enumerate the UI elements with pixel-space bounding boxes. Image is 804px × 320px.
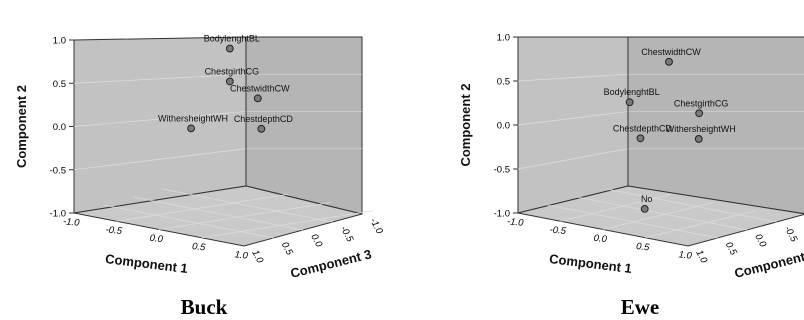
data-point (694, 135, 703, 143)
point-label: ChestwidthCW (641, 47, 701, 57)
data-point (257, 124, 266, 133)
z-axis-title: Component 3 (733, 246, 804, 281)
z-tick-label: 0.0 (308, 232, 324, 249)
z-tick-label: 0.5 (723, 240, 739, 257)
gridline (116, 193, 289, 222)
z-tick-label: 1.0 (693, 248, 709, 265)
y-axis-title: Component 2 (458, 83, 473, 166)
x-tick-label: -1.0 (63, 216, 81, 229)
x-tick-label: 0.5 (636, 241, 651, 253)
data-point (625, 98, 634, 107)
data-point (187, 124, 195, 133)
y-tick-label: -0.5 (50, 165, 66, 176)
point-label: BodylenghtBL (204, 34, 260, 44)
x-axis-title: Component 1 (104, 251, 188, 276)
y-tick-label: 0.0 (53, 122, 66, 133)
point-label: ChestdepthCD (613, 123, 673, 133)
y-tick-label: 1.0 (497, 33, 510, 44)
gridline (560, 193, 671, 222)
gridline (73, 148, 247, 171)
z-tick-label: -1.0 (367, 216, 385, 236)
y-tick-label: 0.5 (497, 77, 510, 88)
x-axis-title: Component 1 (548, 251, 632, 276)
y-axis-title: Component 2 (14, 85, 29, 168)
left-wall (517, 36, 629, 214)
z-tick-label: 0.5 (279, 240, 295, 257)
point-label: No (641, 194, 653, 204)
back-wall (245, 36, 363, 215)
x-tick-label: -0.5 (105, 224, 123, 237)
x-tick-label: 0.0 (149, 233, 164, 245)
floor (517, 185, 804, 247)
z-tick-label: 0.0 (752, 232, 768, 249)
gridline (201, 210, 374, 239)
x-tick-label: 0.0 (593, 233, 608, 245)
x-tick-label: -0.5 (549, 224, 567, 237)
gridline (602, 202, 714, 230)
data-point (695, 109, 704, 118)
gridline (645, 210, 756, 239)
data-point (225, 44, 234, 53)
gridline (103, 204, 274, 239)
y-tick-label: -1.0 (494, 209, 510, 220)
ewe-panel: 1.00.50.0-0.5-1.0-1.0-0.50.00.51.0 1.0 0.5… (458, 33, 804, 319)
gridline (517, 148, 629, 170)
y-tick-label: 0.0 (497, 121, 510, 132)
gridline (73, 111, 247, 127)
point-label: BodylenghtBL (604, 87, 660, 97)
gridline (547, 204, 718, 239)
z-tick-label: -0.5 (782, 224, 800, 244)
z-tick-label: -0.5 (338, 224, 356, 244)
gridline (162, 188, 333, 223)
gridline (158, 202, 332, 230)
data-point (640, 204, 649, 213)
data-point (636, 134, 645, 143)
data-point (225, 77, 234, 86)
x-tick-label: 0.5 (192, 241, 207, 253)
z-axis-title: Component 3 (289, 246, 373, 281)
buck-panel: 1.00.50.0-0.5-1.0-1.0-0.50.00.51.0 1.0 0.5… (14, 34, 385, 319)
y-tick-label: 0.5 (53, 79, 66, 90)
gridline (606, 188, 777, 223)
point-label: ChestwidthCW (230, 83, 290, 93)
y-tick-label: 1.0 (53, 36, 66, 47)
gridline (576, 196, 748, 231)
gridline (73, 73, 247, 84)
point-label: ChestdepthCD (234, 114, 294, 124)
data-point (253, 94, 262, 103)
point-label: ChestgirthCG (674, 98, 729, 108)
x-tick-label: -1.0 (507, 216, 525, 229)
point-label: ChestgirthCG (205, 66, 260, 76)
gridline (517, 111, 629, 126)
point-label: WithersheightWH (666, 124, 736, 134)
floor (73, 185, 363, 247)
z-tick-label: 1.0 (249, 248, 265, 265)
left-wall (73, 36, 247, 214)
panel-caption: Ewe (621, 295, 660, 319)
x-tick-label: 1.0 (234, 249, 249, 261)
data-point (665, 57, 673, 66)
x-tick-label: 1.0 (678, 249, 693, 261)
gridline (517, 73, 629, 82)
y-tick-label: -0.5 (494, 165, 510, 176)
gridline (132, 196, 304, 231)
point-label: WithersheightWH (158, 113, 228, 123)
panel-caption: Buck (181, 295, 228, 319)
y-tick-label: -1.0 (50, 209, 66, 220)
